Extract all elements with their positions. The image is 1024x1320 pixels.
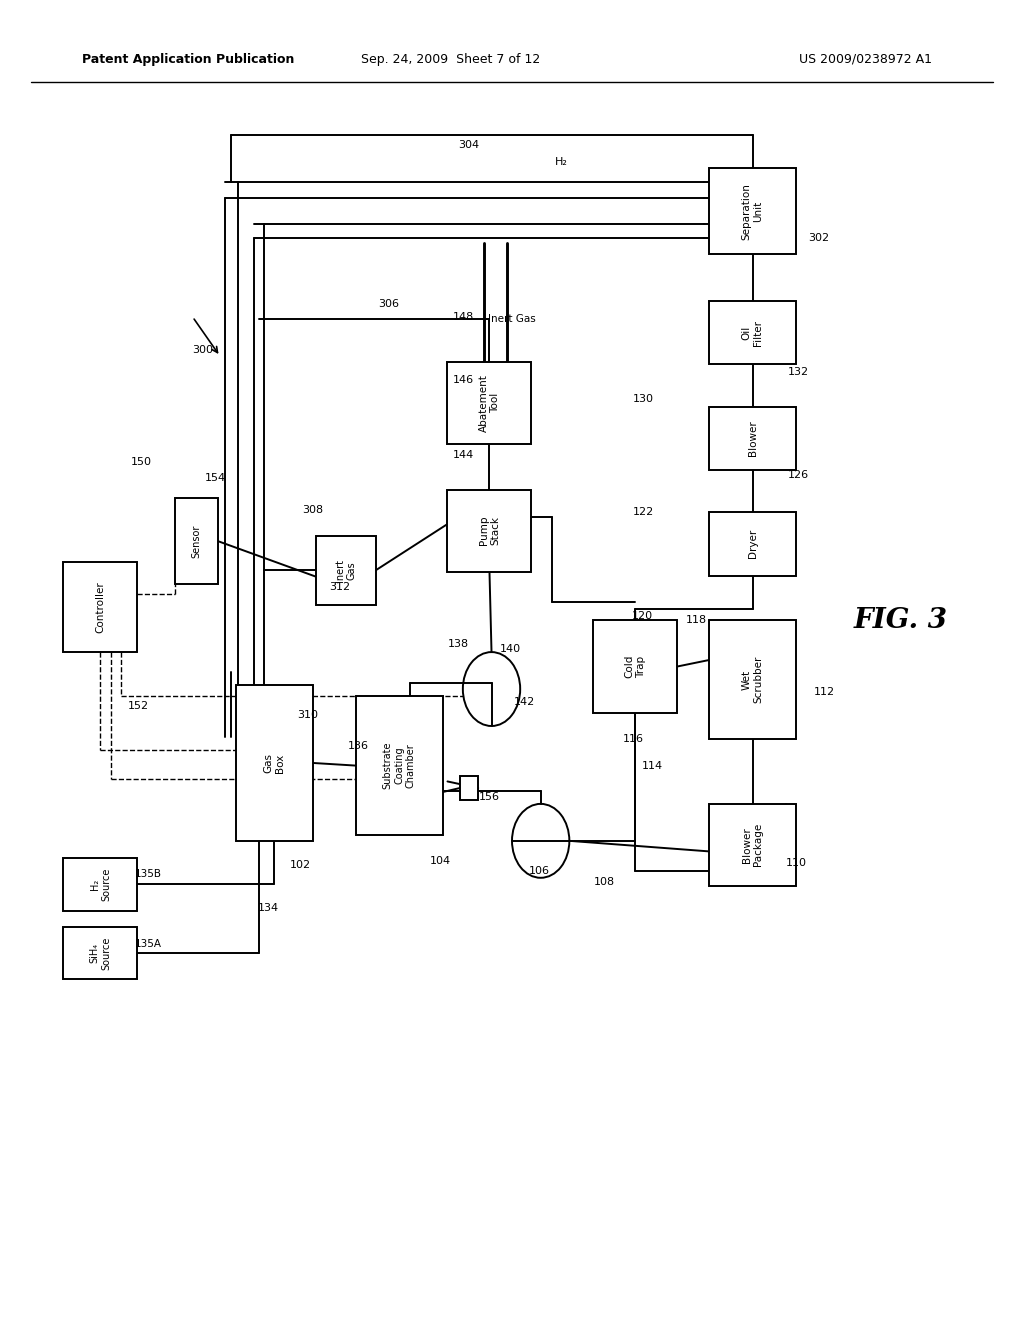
Text: 142: 142 xyxy=(514,697,535,708)
Text: 140: 140 xyxy=(500,644,520,655)
Text: Inert Gas: Inert Gas xyxy=(488,314,536,325)
Text: 126: 126 xyxy=(788,470,809,480)
Text: 122: 122 xyxy=(633,507,653,517)
FancyBboxPatch shape xyxy=(709,407,797,470)
Text: Oil
Filter: Oil Filter xyxy=(741,319,764,346)
FancyBboxPatch shape xyxy=(447,490,531,572)
Text: US 2009/0238972 A1: US 2009/0238972 A1 xyxy=(799,53,932,66)
Text: Patent Application Publication: Patent Application Publication xyxy=(82,53,294,66)
Text: Controller: Controller xyxy=(95,581,105,634)
Text: 146: 146 xyxy=(454,375,474,385)
Text: H₂
Source: H₂ Source xyxy=(89,867,112,902)
Text: Blower
Package: Blower Package xyxy=(741,824,764,866)
Text: 104: 104 xyxy=(430,855,451,866)
Text: 304: 304 xyxy=(459,140,479,150)
Text: 106: 106 xyxy=(529,866,550,876)
Text: Substrate
Coating
Chamber: Substrate Coating Chamber xyxy=(383,742,416,789)
Text: 132: 132 xyxy=(788,367,809,378)
Text: 135A: 135A xyxy=(135,939,162,949)
Text: Gas
Box: Gas Box xyxy=(263,752,286,774)
Text: 150: 150 xyxy=(131,457,152,467)
FancyBboxPatch shape xyxy=(447,362,531,444)
Text: FIG. 3: FIG. 3 xyxy=(854,607,948,634)
Text: 156: 156 xyxy=(479,792,500,803)
Text: 148: 148 xyxy=(454,312,474,322)
Text: 302: 302 xyxy=(809,232,829,243)
Text: 138: 138 xyxy=(449,639,469,649)
Text: 152: 152 xyxy=(128,701,148,711)
Text: 102: 102 xyxy=(290,859,310,870)
Text: Abatement
Tool: Abatement Tool xyxy=(478,374,501,432)
Text: 130: 130 xyxy=(633,393,653,404)
Text: 300: 300 xyxy=(193,345,213,355)
Text: 120: 120 xyxy=(632,611,652,622)
FancyBboxPatch shape xyxy=(709,301,797,364)
Text: 114: 114 xyxy=(642,760,663,771)
Text: Pump
Stack: Pump Stack xyxy=(478,516,501,545)
Text: Inert
Gas: Inert Gas xyxy=(335,558,357,582)
Text: 308: 308 xyxy=(302,504,323,515)
FancyBboxPatch shape xyxy=(316,536,376,605)
FancyBboxPatch shape xyxy=(709,512,797,576)
Text: 136: 136 xyxy=(348,741,369,751)
FancyBboxPatch shape xyxy=(593,620,677,713)
Text: Separation
Unit: Separation Unit xyxy=(741,182,764,240)
Text: 118: 118 xyxy=(686,615,707,626)
Text: 144: 144 xyxy=(454,450,474,461)
Text: Dryer: Dryer xyxy=(748,529,758,558)
Text: Wet
Scrubber: Wet Scrubber xyxy=(741,656,764,704)
Text: Blower: Blower xyxy=(748,420,758,457)
FancyBboxPatch shape xyxy=(63,858,137,911)
Text: 135B: 135B xyxy=(135,869,162,879)
Text: 116: 116 xyxy=(623,734,643,744)
FancyBboxPatch shape xyxy=(709,168,797,253)
Text: 134: 134 xyxy=(258,903,279,913)
Text: 110: 110 xyxy=(786,858,807,869)
Text: Sensor: Sensor xyxy=(191,524,202,558)
FancyBboxPatch shape xyxy=(236,685,313,841)
FancyBboxPatch shape xyxy=(709,804,797,886)
Text: 154: 154 xyxy=(205,473,225,483)
FancyBboxPatch shape xyxy=(356,697,443,836)
Text: Cold
Trap: Cold Trap xyxy=(624,655,646,678)
FancyBboxPatch shape xyxy=(63,562,137,652)
Text: 112: 112 xyxy=(814,686,835,697)
Text: 306: 306 xyxy=(379,298,399,309)
Text: Sep. 24, 2009  Sheet 7 of 12: Sep. 24, 2009 Sheet 7 of 12 xyxy=(360,53,541,66)
FancyBboxPatch shape xyxy=(175,498,218,583)
Text: 310: 310 xyxy=(297,710,317,721)
FancyBboxPatch shape xyxy=(460,776,478,800)
Text: 108: 108 xyxy=(594,876,614,887)
FancyBboxPatch shape xyxy=(709,620,797,739)
Text: 312: 312 xyxy=(330,582,350,593)
Text: SiH₄
Source: SiH₄ Source xyxy=(89,936,112,970)
Text: H₂: H₂ xyxy=(555,157,567,168)
FancyBboxPatch shape xyxy=(63,927,137,979)
